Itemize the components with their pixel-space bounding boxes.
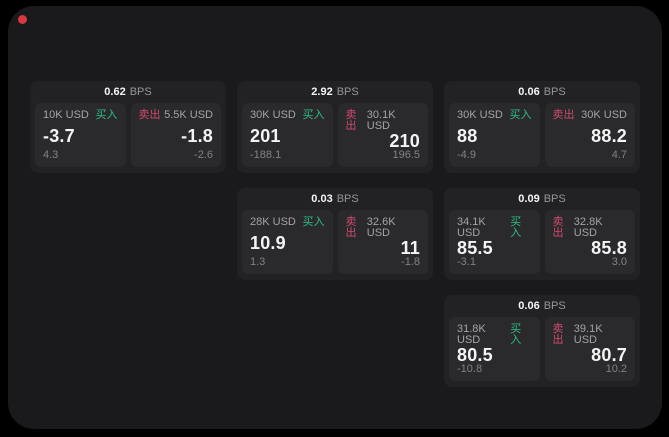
buy-button[interactable]: 买入 [509, 109, 532, 121]
spread-bps-unit: BPS [543, 299, 566, 312]
sell-price: 85.8 [591, 238, 627, 258]
quote-cards-grid: 0.62 BPS 10K USD 买入 -3.7 4.3 卖出 5.5K USD… [8, 6, 662, 429]
buy-button[interactable]: 买入 [302, 109, 325, 121]
buy-price: -3.7 [43, 125, 75, 146]
card-header: 2.92 BPS [237, 81, 433, 103]
buy-panel[interactable]: 34.1K USD 买入 85.5 -3.1 [449, 210, 540, 274]
buy-change: -10.8 [457, 363, 483, 375]
buy-amount: 31.8K USD [457, 323, 486, 346]
buy-price: 88 [457, 125, 478, 146]
sell-change: -1.8 [401, 256, 420, 268]
buy-change: 1.3 [250, 256, 266, 268]
sell-amount: 32.8K USD [573, 216, 603, 239]
buy-panel[interactable]: 10K USD 买入 -3.7 4.3 [35, 103, 126, 167]
sell-panel[interactable]: 卖出 32.8K USD 85.8 3.0 [544, 210, 635, 274]
quote-panels: 34.1K USD 买入 85.5 -3.1 卖出 32.8K USD 85.8… [444, 210, 640, 274]
buy-button[interactable]: 买入 [95, 109, 118, 121]
sell-button[interactable]: 卖出 [138, 109, 161, 121]
sell-amount: 5.5K USD [164, 109, 213, 121]
card-header: 0.06 BPS [444, 81, 640, 103]
recording-dot [18, 15, 27, 24]
buy-amount: 28K USD [250, 216, 296, 228]
sell-amount: 30K USD [581, 109, 627, 121]
sell-panel[interactable]: 卖出 30.1K USD 210 196.5 [337, 103, 428, 167]
sell-button[interactable]: 卖出 [552, 216, 564, 239]
buy-panel[interactable]: 28K USD 买入 10.9 1.3 [242, 210, 333, 274]
sell-change: 3.0 [611, 256, 627, 268]
buy-amount: 30K USD [457, 109, 503, 121]
sell-panel[interactable]: 卖出 39.1K USD 80.7 10.2 [544, 317, 635, 381]
sell-button[interactable]: 卖出 [552, 109, 575, 121]
quote-card: 0.03 BPS 28K USD 买入 10.9 1.3 卖出 32.6K US… [237, 188, 433, 280]
sell-panel[interactable]: 卖出 32.6K USD 11 -1.8 [337, 210, 428, 274]
card-header: 0.03 BPS [237, 188, 433, 210]
spread-bps-value: 2.92 [311, 85, 333, 98]
quote-card: 0.06 BPS 30K USD 买入 88 -4.9 卖出 30K USD 8… [444, 81, 640, 173]
buy-price: 10.9 [250, 232, 286, 253]
buy-panel[interactable]: 30K USD 买入 88 -4.9 [449, 103, 540, 167]
card-header: 0.62 BPS [30, 81, 226, 103]
buy-change: 4.3 [43, 149, 59, 161]
quote-card: 0.09 BPS 34.1K USD 买入 85.5 -3.1 卖出 32.8K… [444, 188, 640, 280]
sell-price: 11 [400, 238, 420, 258]
buy-amount: 30K USD [250, 109, 296, 121]
app-surface: 0.62 BPS 10K USD 买入 -3.7 4.3 卖出 5.5K USD… [8, 6, 662, 429]
buy-price: 201 [250, 125, 281, 146]
sell-amount: 39.1K USD [573, 323, 603, 346]
spread-bps-unit: BPS [336, 85, 359, 98]
sell-button[interactable]: 卖出 [552, 323, 564, 346]
sell-panel[interactable]: 卖出 30K USD 88.2 4.7 [544, 103, 635, 167]
quote-panels: 30K USD 买入 88 -4.9 卖出 30K USD 88.2 4.7 [444, 103, 640, 167]
buy-change: -3.1 [457, 256, 476, 268]
card-header: 0.06 BPS [444, 295, 640, 317]
spread-bps-value: 0.62 [104, 85, 126, 98]
spread-bps-unit: BPS [543, 85, 566, 98]
spread-bps-unit: BPS [336, 192, 359, 205]
spread-bps-value: 0.06 [518, 299, 540, 312]
buy-button[interactable]: 买入 [510, 323, 522, 346]
sell-change: 196.5 [392, 149, 420, 161]
sell-price: 80.7 [591, 345, 627, 365]
spread-bps-value: 0.06 [518, 85, 540, 98]
quote-card: 2.92 BPS 30K USD 买入 201 -188.1 卖出 30.1K … [237, 81, 433, 173]
sell-panel[interactable]: 卖出 5.5K USD -1.8 -2.6 [130, 103, 221, 167]
sell-button[interactable]: 卖出 [345, 216, 357, 239]
buy-button[interactable]: 买入 [510, 216, 522, 239]
buy-price: 85.5 [457, 238, 493, 258]
spread-bps-value: 0.09 [518, 192, 540, 205]
sell-amount: 32.6K USD [366, 216, 396, 239]
buy-button[interactable]: 买入 [302, 216, 325, 228]
spread-bps-value: 0.03 [311, 192, 333, 205]
quote-card: 0.06 BPS 31.8K USD 买入 80.5 -10.8 卖出 39.1… [444, 295, 640, 387]
buy-amount: 10K USD [43, 109, 89, 121]
sell-price: -1.8 [181, 125, 213, 146]
card-header: 0.09 BPS [444, 188, 640, 210]
sell-change: 4.7 [611, 149, 627, 161]
quote-panels: 28K USD 买入 10.9 1.3 卖出 32.6K USD 11 -1.8 [237, 210, 433, 274]
quote-panels: 10K USD 买入 -3.7 4.3 卖出 5.5K USD -1.8 -2.… [30, 103, 226, 167]
spread-bps-unit: BPS [543, 192, 566, 205]
sell-price: 210 [389, 131, 420, 151]
quote-card: 0.62 BPS 10K USD 买入 -3.7 4.3 卖出 5.5K USD… [30, 81, 226, 173]
sell-amount: 30.1K USD [366, 109, 396, 132]
quote-panels: 31.8K USD 买入 80.5 -10.8 卖出 39.1K USD 80.… [444, 317, 640, 381]
sell-change: -2.6 [194, 149, 213, 161]
buy-amount: 34.1K USD [457, 216, 486, 239]
buy-panel[interactable]: 31.8K USD 买入 80.5 -10.8 [449, 317, 540, 381]
quote-panels: 30K USD 买入 201 -188.1 卖出 30.1K USD 210 1… [237, 103, 433, 167]
sell-change: 10.2 [605, 363, 627, 375]
buy-panel[interactable]: 30K USD 买入 201 -188.1 [242, 103, 333, 167]
sell-button[interactable]: 卖出 [345, 109, 357, 132]
sell-price: 88.2 [591, 125, 627, 146]
buy-change: -188.1 [250, 149, 282, 161]
buy-price: 80.5 [457, 345, 493, 365]
spread-bps-unit: BPS [129, 85, 152, 98]
buy-change: -4.9 [457, 149, 476, 161]
